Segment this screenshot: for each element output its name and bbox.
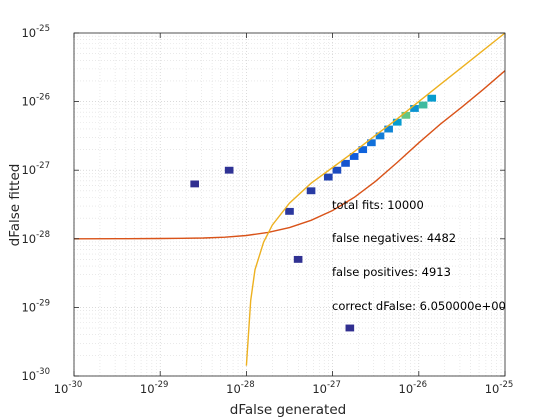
x-tick-label: 10-27 <box>312 380 341 396</box>
density-bin <box>332 166 342 174</box>
density-bin <box>375 132 385 140</box>
density-bin <box>285 207 294 215</box>
y-tick-label: 10-25 <box>21 24 50 40</box>
density-bin <box>367 139 376 147</box>
annotation-false-positives: false positives: 4913 <box>332 265 451 279</box>
curve-1 <box>73 70 506 240</box>
density-bin <box>190 180 199 188</box>
density-bins <box>190 94 437 332</box>
y-ticks: 10-30 10-29 10-28 10-27 10-26 10-25 <box>21 24 505 383</box>
grid <box>73 33 505 377</box>
density-bin <box>418 101 428 109</box>
axes-frame <box>73 32 506 377</box>
density-bin <box>392 118 402 126</box>
y-tick-label: 10-26 <box>21 93 50 109</box>
density-bin <box>401 111 411 119</box>
y-tick-label: 10-30 <box>21 367 50 383</box>
density-bin <box>293 255 303 263</box>
density-bin <box>345 324 355 332</box>
y-tick-label: 10-28 <box>21 230 50 246</box>
x-axis-title: dFalse generated <box>230 402 346 418</box>
x-tick-label: 10-25 <box>485 380 514 396</box>
x-tick-label: 10-26 <box>399 380 428 396</box>
annotation-total-fits: total fits: 10000 <box>332 198 424 212</box>
density-bin <box>224 166 234 174</box>
annotation-false-negatives: false negatives: 4482 <box>332 231 456 245</box>
x-tick-label: 10-28 <box>226 380 255 396</box>
y-tick-label: 10-27 <box>21 161 50 177</box>
curves <box>73 32 506 366</box>
density-bin <box>341 159 350 167</box>
y-tick-label: 10-29 <box>21 298 50 314</box>
x-ticks: 10-30 10-29 10-28 10-27 10-26 10-25 <box>54 33 514 396</box>
density-bin <box>410 105 419 112</box>
y-axis-title: dFalse fitted <box>7 164 23 247</box>
density-bin <box>358 146 368 154</box>
curve-2 <box>245 32 506 366</box>
x-tick-label: 10-29 <box>140 380 169 396</box>
density-bin <box>306 187 316 195</box>
density-bin <box>384 125 393 133</box>
x-tick-label: 10-30 <box>54 380 83 396</box>
axes-box <box>73 32 506 377</box>
annotation-correct-dfalse: correct dFalse: 6.050000e+00 <box>332 299 506 313</box>
density-bin <box>349 153 359 160</box>
density-bin <box>427 94 437 102</box>
density-bin <box>323 173 333 181</box>
